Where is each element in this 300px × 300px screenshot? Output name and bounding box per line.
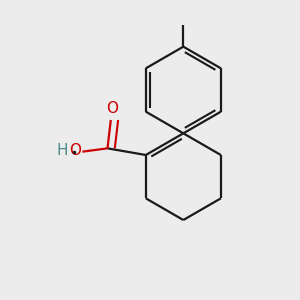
- Text: O: O: [69, 143, 81, 158]
- Text: O: O: [106, 101, 119, 116]
- Text: H: H: [57, 143, 68, 158]
